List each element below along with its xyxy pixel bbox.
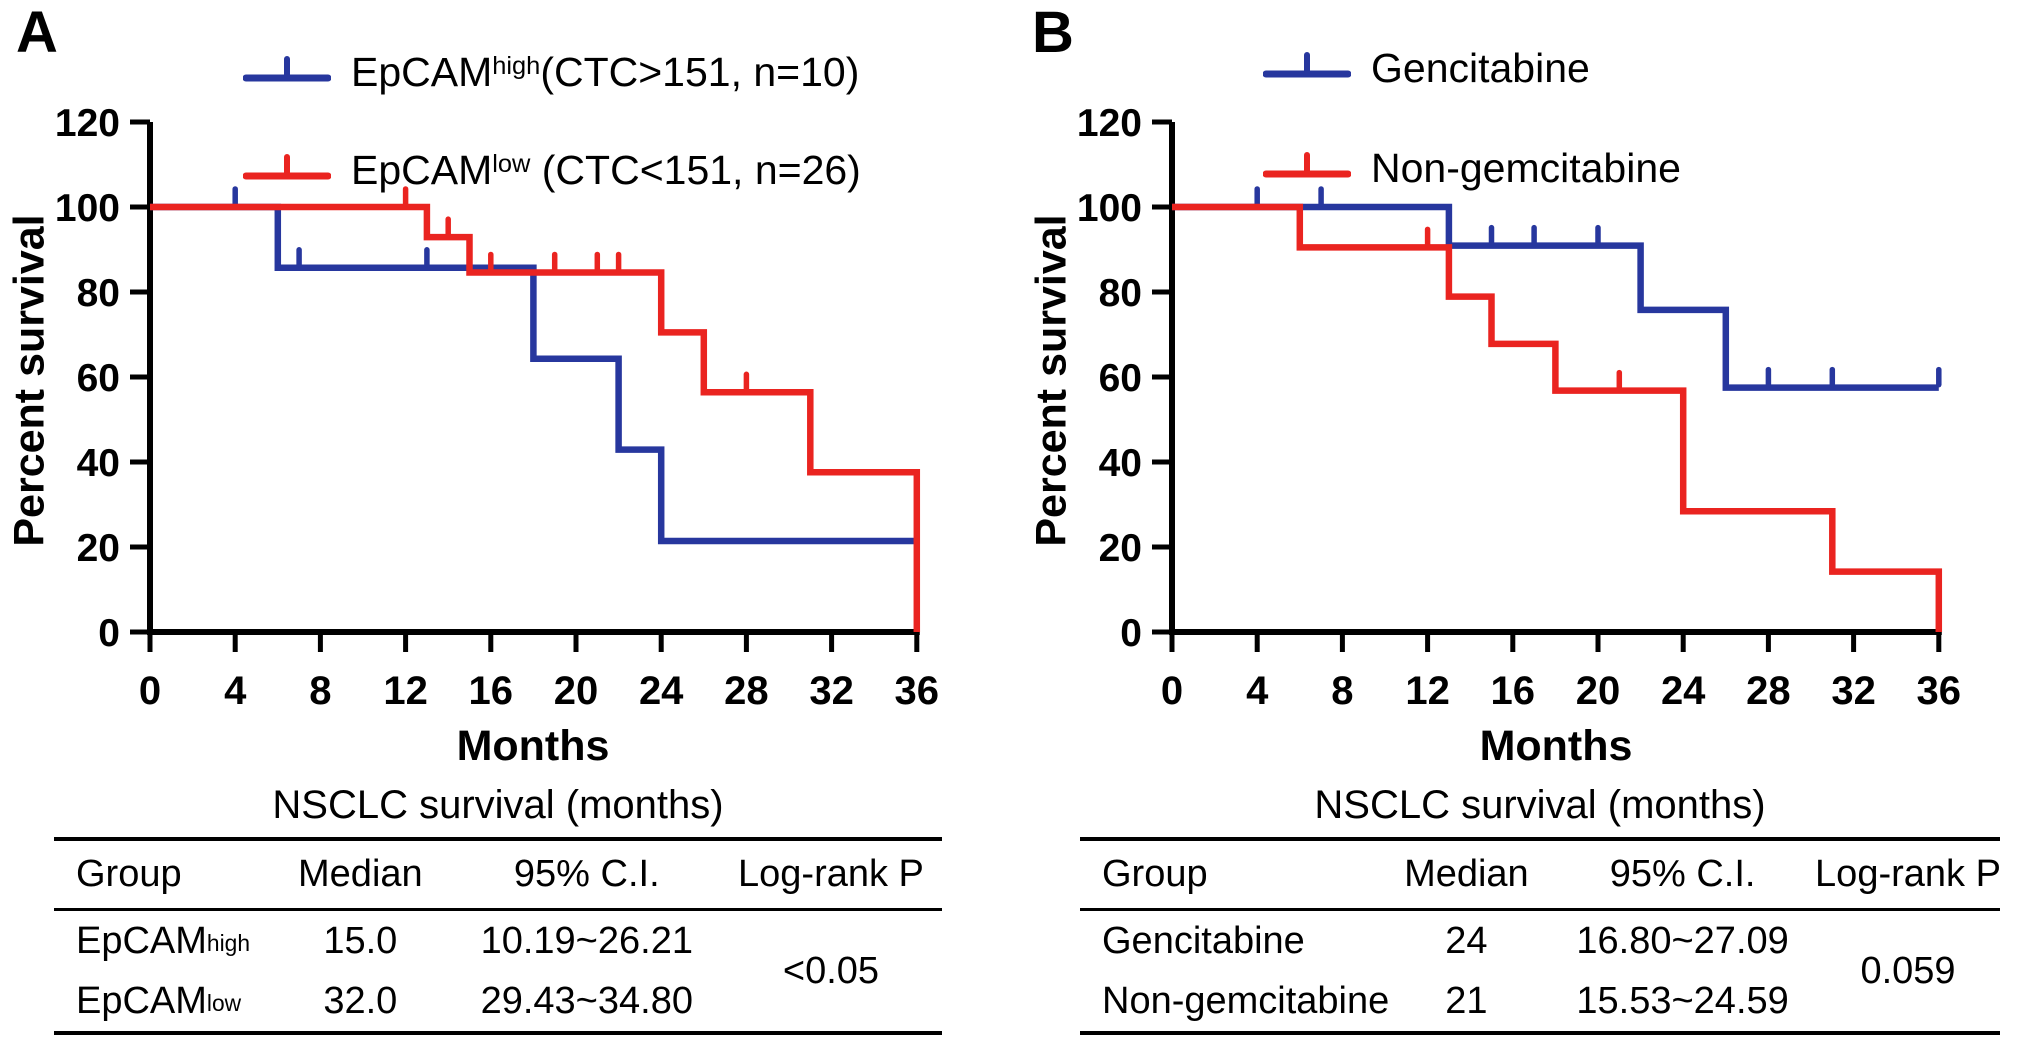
panel-a-y-axis-label: Percent survival xyxy=(5,214,54,547)
x-tick-label: 8 xyxy=(309,669,331,713)
km-legend-marker-icon xyxy=(1263,52,1351,78)
panel-a-x-axis-label: Months xyxy=(456,722,610,770)
x-tick-label: 36 xyxy=(1917,669,1962,713)
legend-item-gencitabine: Gencitabine xyxy=(1263,40,1590,96)
col-header-group: Group xyxy=(1080,841,1384,911)
x-tick-label: 28 xyxy=(724,669,769,713)
col-header-median: Median xyxy=(1383,841,1550,911)
ci-cell: 15.53~24.59 xyxy=(1576,979,1789,1022)
group-cell: EpCAM low xyxy=(76,979,242,1022)
x-tick-label: 24 xyxy=(639,669,684,713)
km-panel-a: 0 20 40 60 80 100 120 0 4 8 12 16 20 24 28 32 36 xyxy=(55,102,939,713)
panel-b-letter: B xyxy=(1032,0,1074,65)
col-header-p: Log-rank P xyxy=(719,841,942,911)
legend-item-epcam-high: EpCAMhigh(CTC>151, n=10) xyxy=(243,44,859,100)
y-tick-label: 100 xyxy=(1077,187,1142,230)
x-tick-label: 0 xyxy=(139,669,161,713)
x-tick-label: 32 xyxy=(809,669,854,713)
km-curve-gencitabine xyxy=(1172,186,1942,391)
panel-b-y-axis-label: Percent survival xyxy=(1027,214,1076,547)
panel-b-x-axis-label: Months xyxy=(1479,722,1633,770)
km-panel-b: 0 20 40 60 80 100 120 0 4 8 12 16 20 24 28 32 36 xyxy=(1077,102,1961,713)
legend-label: Non-gemcitabine xyxy=(1371,144,1681,191)
survival-step-line xyxy=(1172,203,1943,632)
panel-a-survival-table: NSCLC survival (months) Group Median 95%… xyxy=(54,780,942,1035)
legend-label: EpCAMhigh(CTC>151, n=10) xyxy=(351,48,860,95)
x-tick-label: 12 xyxy=(1405,669,1450,713)
median-cell: 15.0 xyxy=(323,919,398,962)
x-tick-label: 28 xyxy=(1746,669,1791,713)
x-tick-label: 16 xyxy=(469,669,514,713)
x-tick-label: 20 xyxy=(554,669,599,713)
group-cell: Gencitabine xyxy=(1102,919,1305,962)
p-value-cell: 0.059 xyxy=(1860,949,1956,992)
x-tick-label: 32 xyxy=(1831,669,1876,713)
y-tick-label: 40 xyxy=(1099,442,1142,485)
x-tick-label: 0 xyxy=(1161,669,1183,713)
col-header-ci: 95% C.I. xyxy=(1549,841,1816,911)
axes xyxy=(147,122,920,635)
x-tick-label: 8 xyxy=(1331,669,1353,713)
legend-item-non-gemcitabine: Non-gemcitabine xyxy=(1263,140,1681,196)
x-tick-label: 24 xyxy=(1661,669,1706,713)
km-legend-marker-icon xyxy=(243,56,331,82)
y-tick-label: 20 xyxy=(1099,527,1142,570)
col-header-p: Log-rank P xyxy=(1815,841,2001,911)
km-legend-marker-icon xyxy=(243,154,331,180)
x-tick-label: 12 xyxy=(383,669,428,713)
survival-step-line xyxy=(150,203,917,545)
x-tick-label: 36 xyxy=(895,669,940,713)
y-tick-label: 0 xyxy=(1120,612,1142,655)
col-header-median: Median xyxy=(267,841,454,911)
median-cell: 24 xyxy=(1445,919,1488,962)
km-legend-marker-icon xyxy=(1263,152,1351,178)
median-cell: 21 xyxy=(1445,979,1488,1022)
ci-cell: 10.19~26.21 xyxy=(480,919,693,962)
legend-label: Gencitabine xyxy=(1371,44,1590,91)
y-tick-label: 60 xyxy=(1099,357,1142,400)
table-title: NSCLC survival (months) xyxy=(272,783,724,827)
y-tick-label: 0 xyxy=(98,612,120,655)
y-tick-label: 40 xyxy=(77,442,120,485)
group-cell: EpCAM high xyxy=(76,919,251,962)
survival-step-line xyxy=(150,203,921,632)
km-curve-non-gemcitabine xyxy=(1172,203,1943,632)
y-tick-label: 20 xyxy=(77,527,120,570)
y-tick-label: 100 xyxy=(55,187,120,230)
x-tick-label: 4 xyxy=(224,669,247,713)
col-header-ci: 95% C.I. xyxy=(453,841,720,911)
y-tick-label: 80 xyxy=(1099,272,1142,315)
y-tick-label: 120 xyxy=(1077,102,1142,145)
table-grid: Group Median 95% C.I. Log-rank P EpCAM hi… xyxy=(54,837,942,1035)
km-curve-epcam-high-ctc-151-n-10 xyxy=(150,186,917,545)
table-grid: Group Median 95% C.I. Log-rank P Gencita… xyxy=(1080,837,2001,1035)
ci-cell: 16.80~27.09 xyxy=(1576,919,1789,962)
panel-a-letter: A xyxy=(16,0,58,65)
p-value-cell: <0.05 xyxy=(782,949,880,992)
median-cell: 32.0 xyxy=(323,979,398,1022)
ci-cell: 29.43~34.80 xyxy=(480,979,693,1022)
x-tick-label: 20 xyxy=(1576,669,1621,713)
km-curve-epcam-low-ctc-151-n-26 xyxy=(150,186,921,632)
x-tick-label: 16 xyxy=(1491,669,1536,713)
y-tick-label: 60 xyxy=(77,357,120,400)
table-title: NSCLC survival (months) xyxy=(1314,783,1766,827)
group-cell: Non-gemcitabine xyxy=(1102,979,1390,1022)
survival-step-line xyxy=(1172,203,1939,391)
legend-label: EpCAMlow (CTC<151, n=26) xyxy=(351,146,861,193)
col-header-group: Group xyxy=(54,841,268,911)
y-tick-label: 120 xyxy=(55,102,120,145)
x-tick-label: 4 xyxy=(1246,669,1269,713)
panel-b-survival-table: NSCLC survival (months) Group Median 95%… xyxy=(1080,780,2001,1035)
legend-item-epcam-low: EpCAMlow (CTC<151, n=26) xyxy=(243,142,861,198)
y-tick-label: 80 xyxy=(77,272,120,315)
